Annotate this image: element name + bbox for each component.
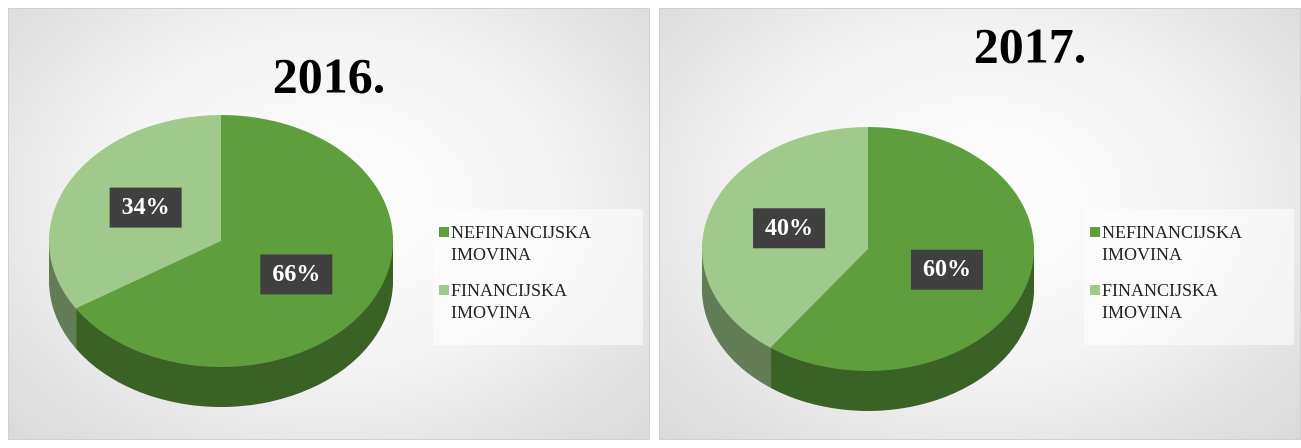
pie-slice: [770, 127, 1034, 371]
data-label: 60%: [923, 256, 971, 282]
chart: 2017. 60% 40%: [702, 17, 1087, 411]
legend-label: NEFINANCIJSKA IMOVINA: [1102, 222, 1242, 264]
legend-item: NEFINANCIJSKA IMOVINA: [437, 221, 639, 265]
legend-swatch: [439, 285, 449, 295]
data-label-box: [260, 254, 333, 295]
legend-swatch: [1090, 285, 1100, 295]
legend-swatch: [439, 227, 449, 237]
data-label-box: [910, 249, 983, 290]
chart-title: 2017.: [974, 17, 1087, 73]
data-label-box: [109, 187, 182, 228]
legend-item: FINANCIJSKA IMOVINA: [1088, 279, 1290, 323]
legend-swatch: [1090, 227, 1100, 237]
legend-item: FINANCIJSKA IMOVINA: [437, 279, 639, 323]
chart-panel: 2016. 66% 34% NEFINANCIJSKA IMOVINA FINANC…: [8, 8, 650, 440]
legend: NEFINANCIJSKA IMOVINA FINANCIJSKA IMOVINA: [1084, 209, 1294, 345]
pie-slice: [75, 115, 393, 367]
chart: 2016. 66% 34%: [48, 47, 393, 407]
chart-title: 2016.: [273, 47, 386, 103]
data-label: 34%: [122, 194, 170, 220]
data-label: 40%: [765, 215, 813, 241]
chart-panel: 2017. 60% 40% NEFINANCIJSKA IMOVINA FINANC…: [659, 8, 1301, 440]
legend-item: NEFINANCIJSKA IMOVINA: [1088, 221, 1290, 265]
legend: NEFINANCIJSKA IMOVINA FINANCIJSKA IMOVINA: [433, 209, 643, 345]
legend-label: FINANCIJSKA IMOVINA: [1102, 280, 1218, 322]
data-label: 66%: [272, 261, 320, 287]
data-label-box: [753, 208, 826, 249]
legend-label: FINANCIJSKA IMOVINA: [451, 280, 567, 322]
legend-label: NEFINANCIJSKA IMOVINA: [451, 222, 591, 264]
